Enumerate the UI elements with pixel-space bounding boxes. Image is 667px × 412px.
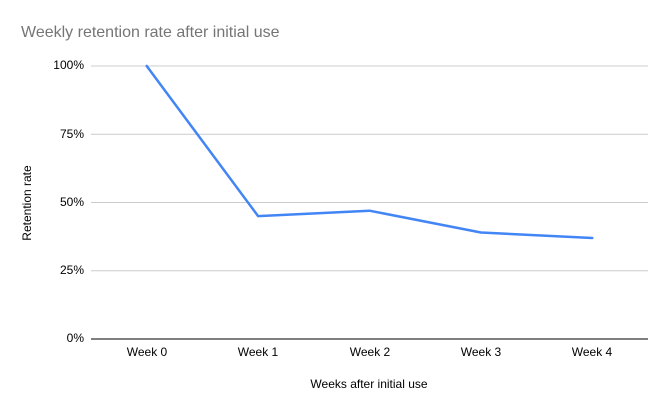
- y-tick-label-0: 0%: [66, 331, 84, 345]
- chart-title: Weekly retention rate after initial use: [21, 24, 280, 41]
- x-tick-label-week1: Week 1: [237, 345, 279, 359]
- x-tick-label-week0: Week 0: [126, 345, 168, 359]
- y-tick-label-25: 25%: [59, 263, 84, 277]
- x-tick-label-week4: Week 4: [571, 345, 613, 359]
- x-axis-title: Weeks after initial use: [310, 377, 428, 391]
- y-tick-label-50: 50%: [59, 195, 84, 209]
- x-tick-label-week3: Week 3: [460, 345, 502, 359]
- y-tick-label-75: 75%: [59, 127, 84, 141]
- retention-series-line: [145, 64, 594, 240]
- y-tick-label-100: 100%: [53, 58, 84, 72]
- x-tick-label-week2: Week 2: [349, 345, 391, 359]
